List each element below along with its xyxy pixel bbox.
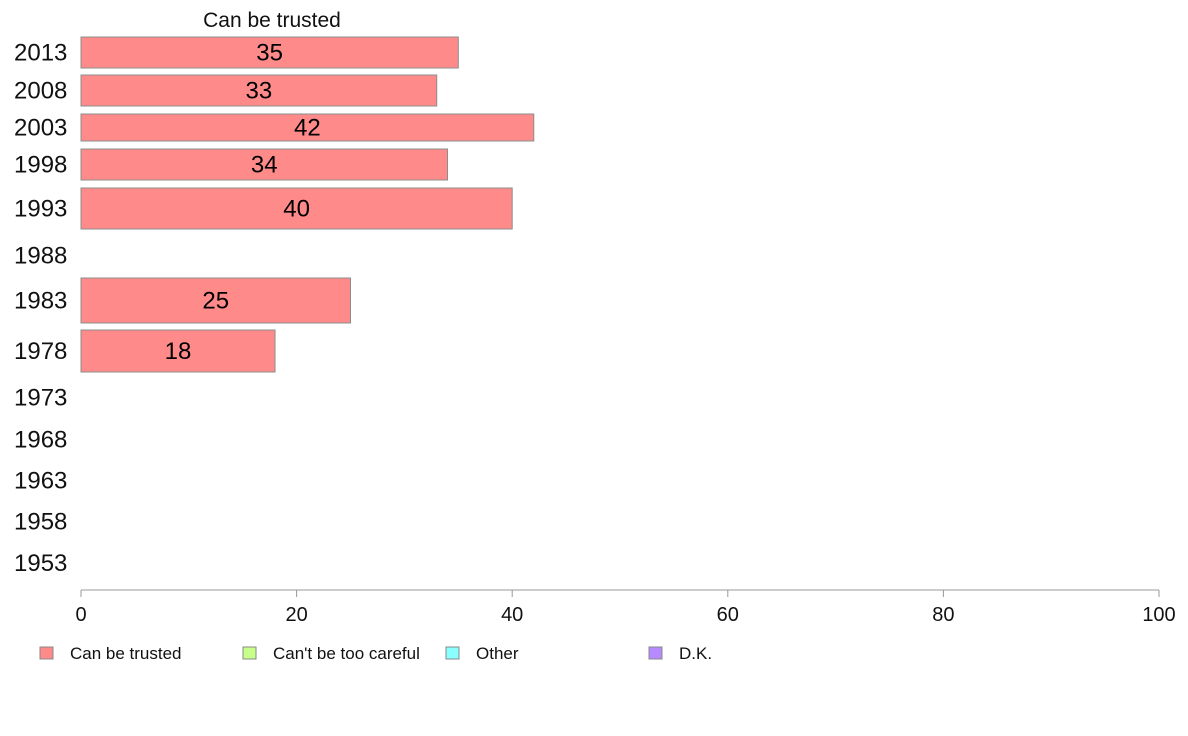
legend-label: D.K. xyxy=(679,644,712,663)
legend-swatch xyxy=(39,646,54,660)
bar-2008 xyxy=(80,74,438,107)
year-label-1958: 1958 xyxy=(14,509,67,536)
year-label-1983: 1983 xyxy=(14,288,67,315)
legend-swatch xyxy=(648,646,663,660)
legend-label: Other xyxy=(476,644,519,663)
x-tick-label: 0 xyxy=(75,604,86,626)
year-label-1988: 1988 xyxy=(14,243,67,270)
value-label-1978: 18 xyxy=(165,338,192,365)
bar-2003 xyxy=(80,113,535,142)
value-label-1998: 34 xyxy=(251,152,278,179)
value-label-1983: 25 xyxy=(202,288,229,315)
year-label-2013: 2013 xyxy=(14,40,67,67)
year-labels-group: 2013 2008 2003 1998 1993 1988 1983 1978 1973 1968… xyxy=(14,40,67,578)
year-label-2008: 2008 xyxy=(14,78,67,105)
legend-label: Can't be too careful xyxy=(273,644,420,663)
legend-label: Can be trusted xyxy=(70,644,182,663)
year-label-1998: 1998 xyxy=(14,152,67,179)
year-label-1953: 1953 xyxy=(14,550,67,577)
bars-group xyxy=(80,36,535,373)
bar-2013 xyxy=(80,36,459,69)
bar-1998 xyxy=(80,148,449,181)
legend: Can be trusted Can't be too careful Other D… xyxy=(39,644,712,663)
x-axis: 0 20 40 60 80 100 xyxy=(75,589,1176,626)
year-label-1993: 1993 xyxy=(14,196,67,223)
bar-1993 xyxy=(80,187,513,230)
x-tick-label: 60 xyxy=(717,604,739,626)
x-tick-label: 80 xyxy=(932,604,954,626)
value-label-2013: 35 xyxy=(256,40,283,67)
value-label-1993: 40 xyxy=(283,196,310,223)
value-label-2003: 42 xyxy=(294,115,321,142)
legend-swatch xyxy=(242,646,257,660)
year-label-2003: 2003 xyxy=(14,115,67,142)
year-label-1973: 1973 xyxy=(14,385,67,412)
chart-title: Can be trusted xyxy=(203,9,341,32)
year-label-1963: 1963 xyxy=(14,468,67,495)
x-tick-label: 40 xyxy=(501,604,523,626)
legend-swatch xyxy=(445,646,460,660)
x-tick-label: 20 xyxy=(285,604,307,626)
year-label-1978: 1978 xyxy=(14,338,67,365)
value-label-2008: 33 xyxy=(246,78,273,105)
bar-1983 xyxy=(80,277,351,324)
x-tick-label: 100 xyxy=(1142,604,1175,626)
year-label-1968: 1968 xyxy=(14,427,67,454)
bar-1978 xyxy=(80,329,276,373)
